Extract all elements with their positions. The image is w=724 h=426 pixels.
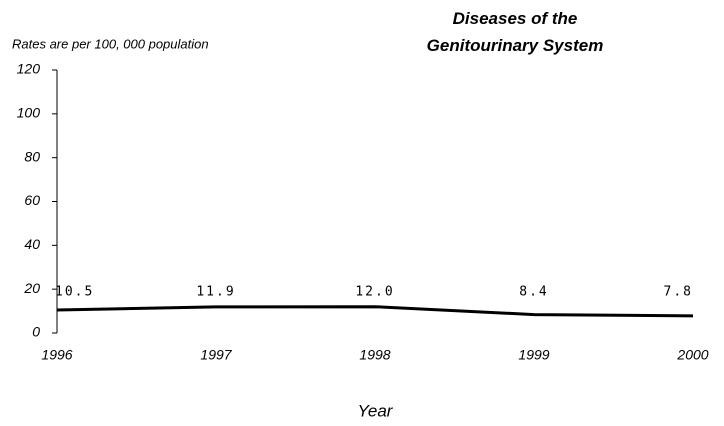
data-label: 7.8	[664, 285, 693, 300]
data-label: 11.9	[196, 285, 235, 300]
x-tick-label: 2000	[676, 347, 708, 363]
x-tick-label: 1996	[41, 347, 72, 363]
x-tick-label: 1999	[518, 347, 549, 363]
y-tick-label: 40	[24, 236, 40, 252]
y-tick-label: 20	[23, 280, 40, 296]
chart-title: Diseases of the Genitourinary System	[426, 9, 604, 55]
data-line	[56, 305, 694, 318]
x-axis-label: Year	[358, 401, 394, 420]
y-tick-label: 80	[24, 148, 40, 164]
data-label: 12.0	[355, 285, 394, 300]
subtitle: Rates are per 100, 000 population	[12, 36, 209, 51]
y-tick-label: 60	[24, 192, 40, 208]
data-label: 10.5	[55, 285, 94, 300]
y-tick-label: 100	[17, 105, 41, 121]
y-tick-label: 120	[17, 61, 41, 77]
y-tick-label: 0	[32, 324, 40, 340]
x-tick-label: 1997	[200, 347, 232, 363]
x-tick-label: 1998	[359, 347, 390, 363]
data-label: 8.4	[519, 285, 548, 300]
